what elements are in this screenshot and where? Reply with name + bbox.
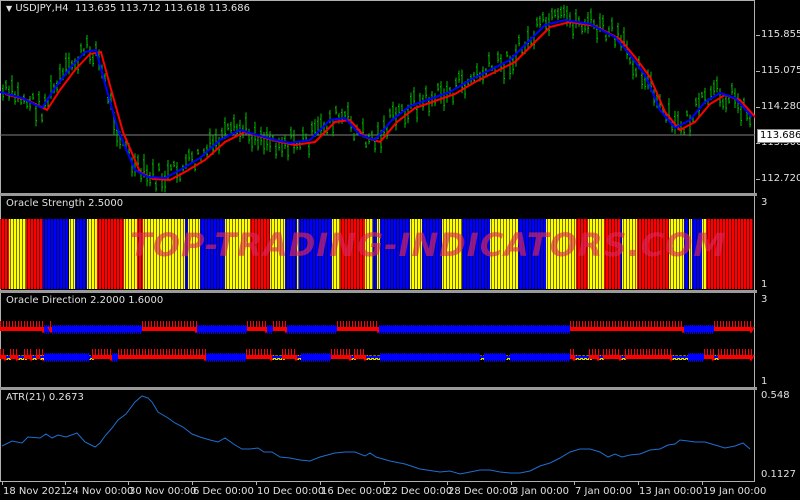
time-label: 6 Dec 00:00: [193, 486, 254, 497]
strength-axis-min: 1: [761, 279, 768, 290]
direction-axis-max: 3: [761, 294, 768, 305]
panel-separator[interactable]: [0, 193, 757, 196]
time-label: 24 Nov 00:00: [66, 486, 134, 497]
time-label: 10 Dec 00:00: [257, 486, 325, 497]
time-label: 16 Dec 00:00: [321, 486, 389, 497]
direction-axis-min: 1: [761, 376, 768, 387]
price-panel[interactable]: ▼ USDJPY,H4 113.635 113.712 113.618 113.…: [0, 0, 755, 194]
current-price-tag: 113.686: [757, 129, 800, 143]
symbol-header: ▼ USDJPY,H4 113.635 113.712 113.618 113.…: [6, 3, 250, 14]
atr-axis-max: 0.548: [761, 390, 790, 401]
symbol-label: USDJPY,H4: [15, 3, 69, 14]
price-chart: [0, 4, 755, 193]
price-label: 112.720: [761, 173, 800, 184]
price-label: 115.855: [761, 29, 800, 40]
time-label: 19 Jan 00:00: [703, 486, 767, 497]
strength-axis-max: 3: [761, 197, 768, 208]
time-label: 22 Dec 00:00: [385, 486, 453, 497]
time-label: 3 Jan 00:00: [512, 486, 569, 497]
watermark: TOP-TRADING-INDICATORS.COM: [130, 226, 727, 264]
time-label: 30 Nov 00:00: [129, 486, 197, 497]
oracle-strength-title: Oracle Strength 2.5000: [6, 198, 124, 209]
time-label: 7 Jan 00:00: [575, 486, 632, 497]
panel-separator[interactable]: [0, 290, 757, 293]
atr-panel[interactable]: ATR(21) 0.2673: [0, 390, 755, 482]
time-label: 18 Nov 2021: [3, 486, 68, 497]
atr-title: ATR(21) 0.2673: [6, 392, 84, 403]
oracle-direction-panel[interactable]: Oracle Direction 2.2000 1.6000: [0, 293, 755, 388]
time-label: 13 Jan 00:00: [639, 486, 703, 497]
atr-line-chart: [1, 395, 751, 475]
oracle-strength-histogram: [0, 219, 753, 289]
ohlc-values: 113.635 113.712 113.618 113.686: [75, 3, 250, 14]
price-label: 114.280: [761, 101, 800, 112]
dropdown-arrow-icon[interactable]: ▼: [6, 4, 13, 13]
oracle-direction-chart: xxxxxxxxxxxxxxxxxxxxxxxxxxxx: [0, 321, 755, 362]
oracle-direction-title: Oracle Direction 2.2000 1.6000: [6, 295, 164, 306]
time-label: 28 Dec 00:00: [448, 486, 516, 497]
panel-separator[interactable]: [0, 387, 757, 390]
atr-axis-min: 0.1127: [761, 469, 796, 480]
price-label: 115.075: [761, 65, 800, 76]
